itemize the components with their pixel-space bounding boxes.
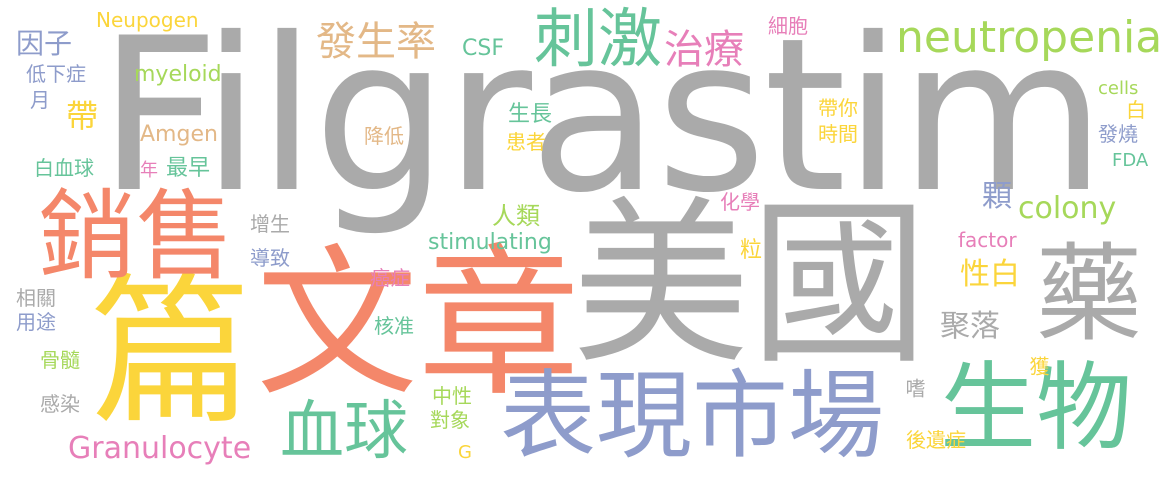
word-daini: 帶你	[818, 98, 858, 118]
word-xueqiu: 血球	[280, 400, 408, 464]
word-ciji: 刺激	[534, 8, 662, 72]
word-csf: CSF	[462, 38, 504, 60]
word-ganran: 感染	[40, 394, 80, 414]
word-amgen: Amgen	[140, 124, 218, 146]
word-yongtu: 用途	[16, 312, 56, 332]
word-li: 粒	[740, 240, 762, 262]
word-daozhi: 導致	[250, 248, 290, 268]
word-huo: 獲	[1028, 356, 1048, 376]
word-shengzhang: 生長	[508, 104, 552, 126]
word-colony: colony	[1018, 194, 1116, 224]
word-dixiazheng: 低下症	[26, 64, 86, 84]
word-aizheng: 癌症	[370, 268, 410, 288]
word-yinzi: 因子	[16, 30, 72, 58]
word-yao: 藥	[1036, 242, 1142, 348]
word-fashenglv: 發生率	[316, 22, 436, 62]
word-zhongxing: 中性	[432, 386, 472, 406]
word-baixueqiu: 白血球	[34, 158, 94, 178]
word-pian: 篇	[90, 272, 252, 434]
word-gusui: 骨髓	[40, 350, 80, 370]
word-stimulating: stimulating	[428, 232, 552, 254]
word-meiguo: 美國	[572, 196, 928, 374]
word-neutropenia: neutropenia	[896, 16, 1162, 60]
word-myeloid: myeloid	[134, 64, 222, 86]
word-xiangguan: 相關	[16, 288, 56, 308]
word-g: G	[458, 444, 472, 462]
word-bai: 白	[1126, 100, 1146, 120]
word-biaoxian: 表現	[500, 368, 692, 464]
word-jiangdi: 降低	[364, 126, 404, 146]
word-ke: 顆	[982, 182, 1012, 212]
word-huaxue: 化學	[720, 192, 760, 212]
word-fashao: 發燒	[1098, 124, 1138, 144]
word-renlei: 人類	[492, 204, 540, 228]
word-dai: 帶	[66, 100, 98, 132]
word-zuizao: 最早	[166, 158, 210, 180]
word-xiaoshou: 銷售	[38, 188, 234, 286]
word-houyizheng: 後遺症	[906, 430, 966, 450]
word-factor: factor	[958, 230, 1017, 250]
word-zhiliao: 治療	[664, 30, 744, 70]
word-huanzhe: 患者	[506, 132, 546, 152]
word-nian: 年	[140, 162, 158, 180]
word-granulocyte: Granulocyte	[68, 434, 251, 464]
word-neupogen: Neupogen	[96, 10, 199, 30]
word-yue: 月	[30, 90, 50, 110]
word-hezhun: 核准	[374, 316, 414, 336]
word-xingbai: 性白	[960, 260, 1020, 290]
word-shi: 嗜	[904, 378, 924, 398]
word-cells: cells	[1098, 80, 1138, 98]
word-xibao: 細胞	[768, 16, 808, 36]
word-zengsheng: 增生	[250, 214, 290, 234]
word-juluo: 聚落	[940, 312, 1000, 342]
word-shijian: 時間	[818, 124, 858, 144]
word-shichang: 市場	[692, 368, 884, 464]
word-fda: FDA	[1112, 152, 1148, 170]
word-duixiang: 對象	[430, 410, 470, 430]
